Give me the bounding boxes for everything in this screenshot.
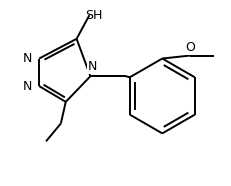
Text: N: N — [23, 80, 32, 93]
Text: N: N — [23, 52, 32, 65]
Text: N: N — [87, 60, 97, 73]
Text: O: O — [184, 41, 194, 54]
Text: SH: SH — [84, 9, 102, 22]
